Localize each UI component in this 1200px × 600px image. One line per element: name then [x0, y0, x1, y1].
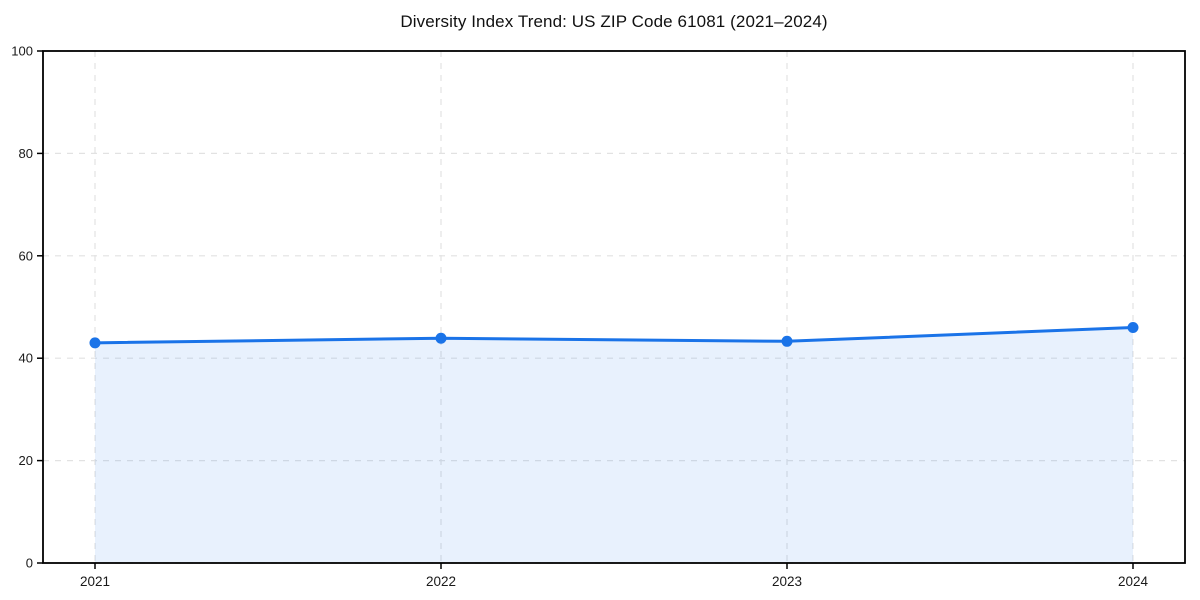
- x-axis-tick-label: 2021: [80, 574, 110, 589]
- y-axis-tick-label: 40: [19, 351, 33, 366]
- y-axis-tick-label: 0: [26, 556, 33, 571]
- axis-frame: [42, 50, 1186, 564]
- y-axis-tick-label: 20: [19, 453, 33, 468]
- y-axis-tick-label: 100: [11, 44, 33, 59]
- area-fill: [95, 327, 1133, 563]
- data-point-marker: [1127, 321, 1139, 333]
- y-axis-tick-label: 80: [19, 146, 33, 161]
- trend-line: [93, 325, 1135, 345]
- chart-title: Diversity Index Trend: US ZIP Code 61081…: [400, 12, 828, 31]
- x-axis-tick-label: 2023: [772, 574, 802, 589]
- x-axis-tick-label: 2024: [1118, 574, 1149, 589]
- x-axis-tick-label: 2022: [426, 574, 456, 589]
- data-point-marker: [435, 332, 447, 344]
- data-point-marker: [89, 337, 101, 349]
- data-point-marker: [781, 335, 793, 347]
- y-axis-tick-label: 60: [19, 248, 33, 263]
